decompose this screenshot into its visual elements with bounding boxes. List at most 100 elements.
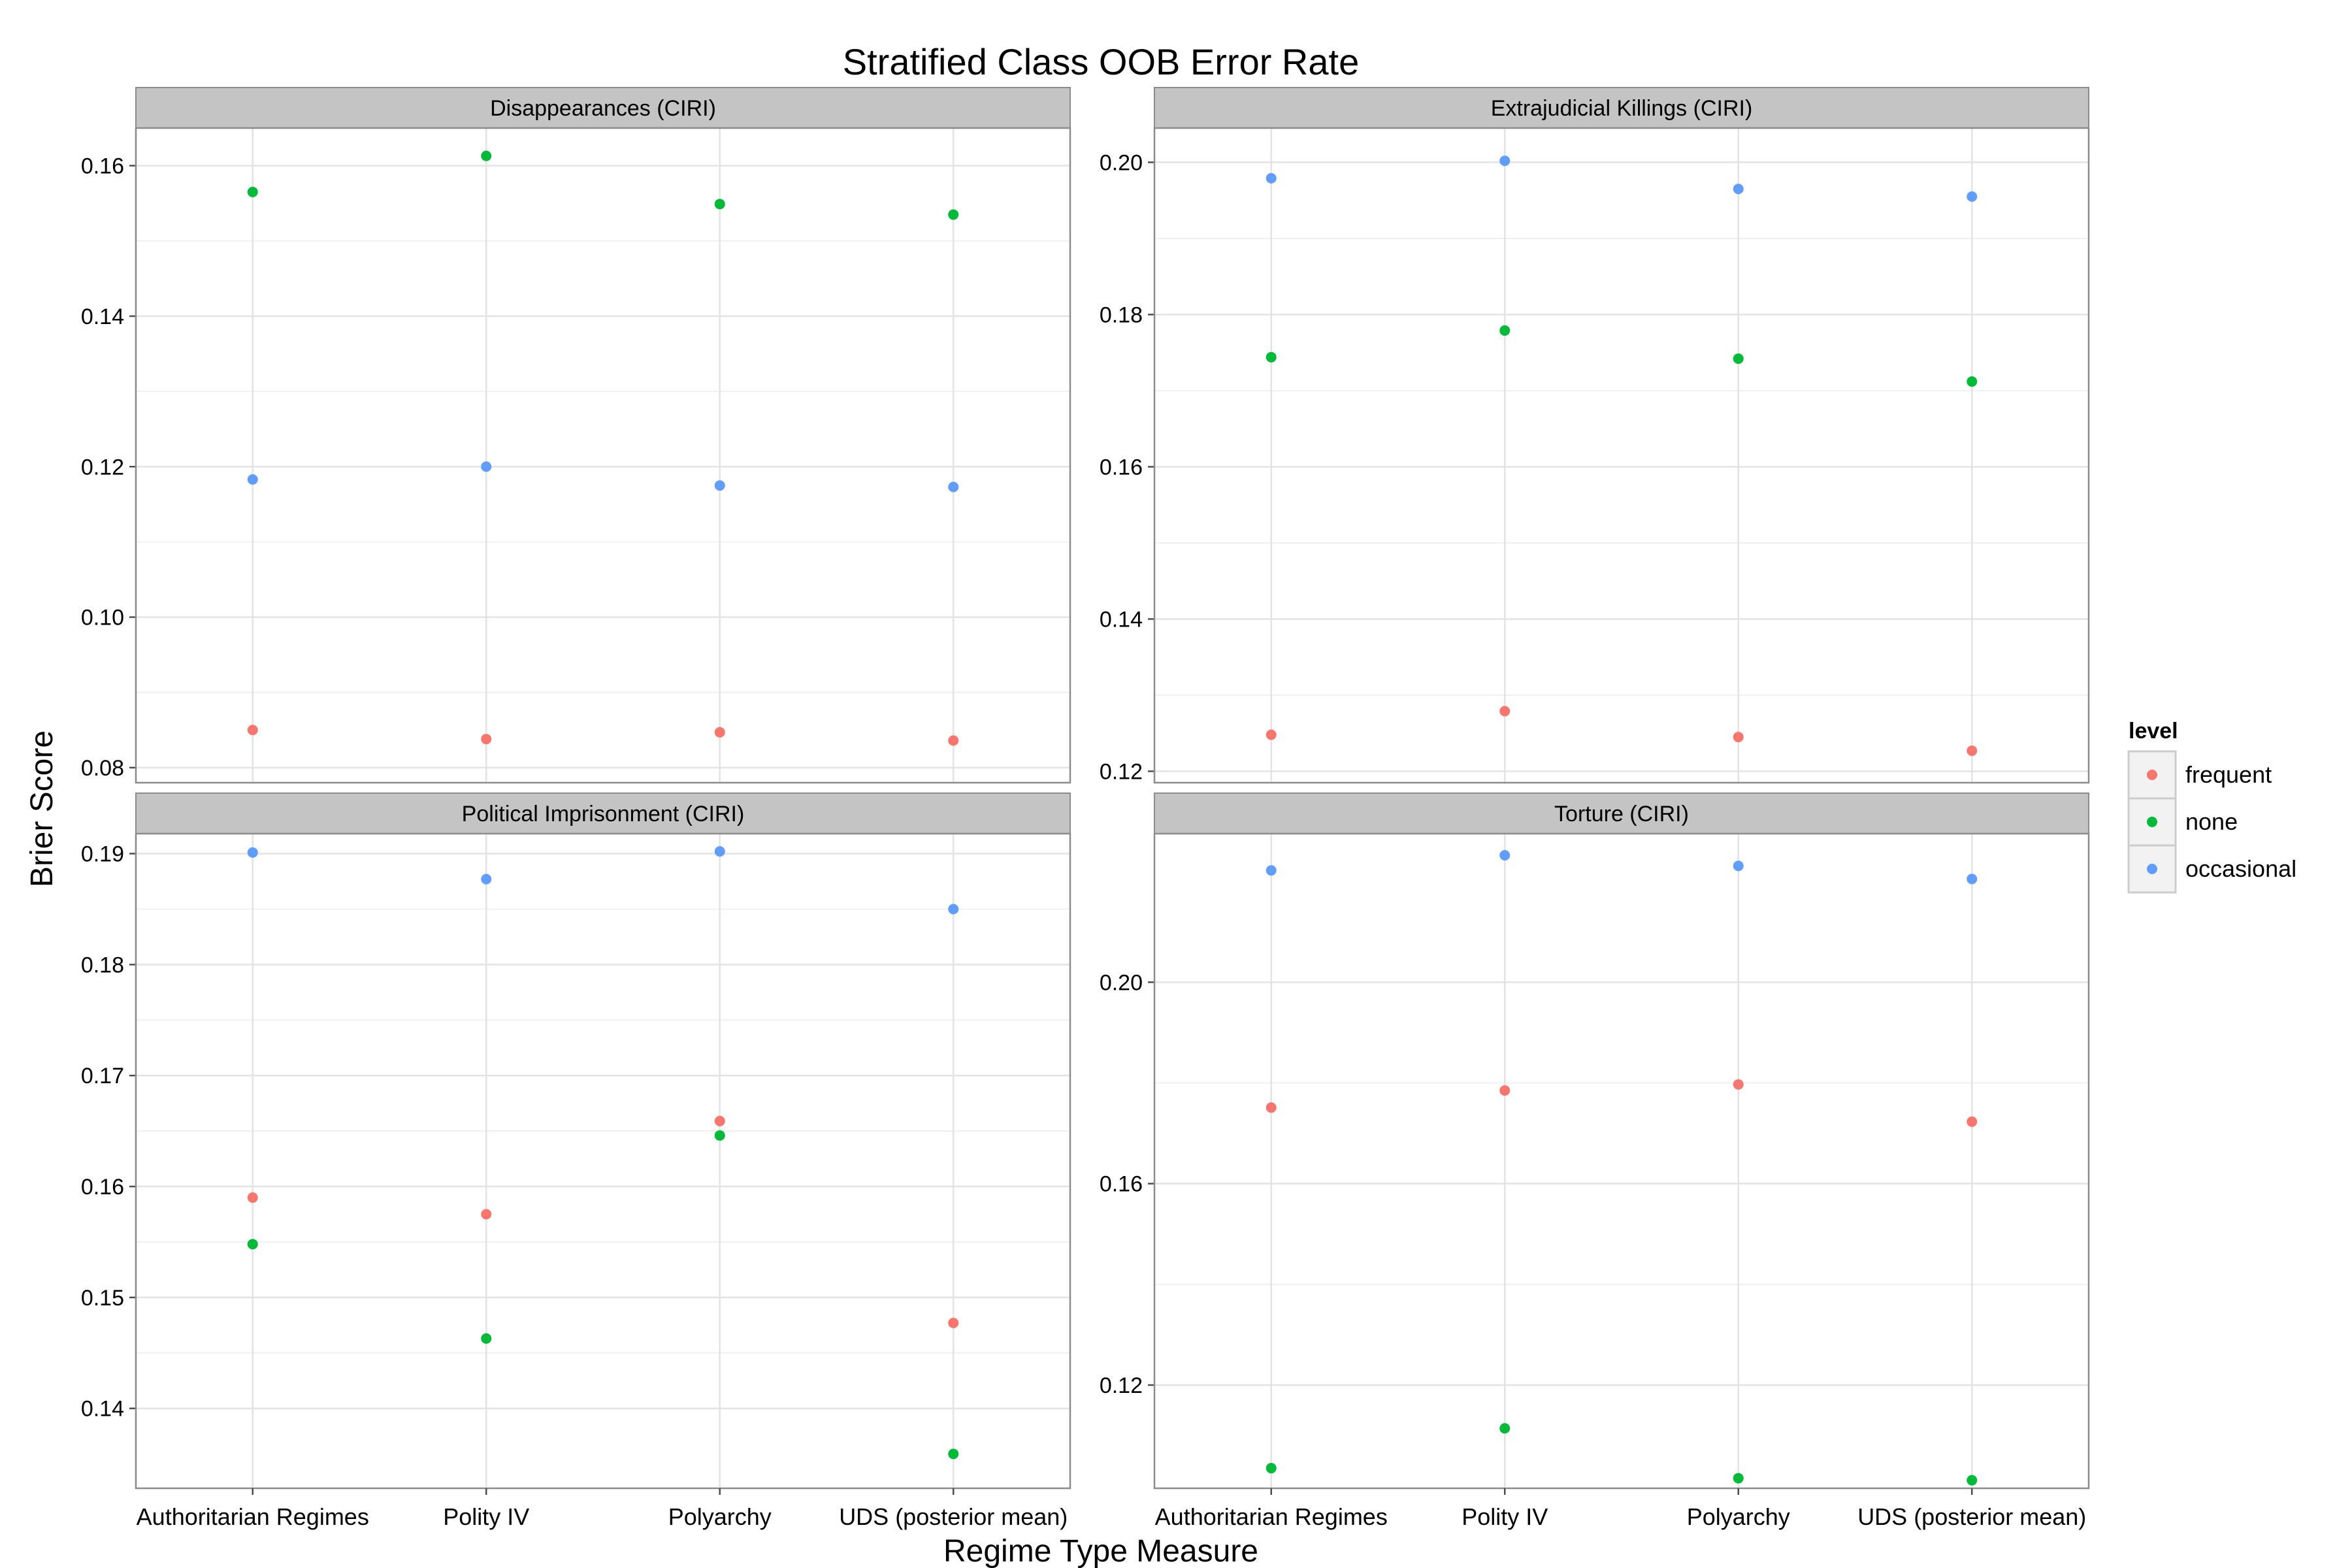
point-frequent [714,727,725,738]
point-occasional [948,482,959,493]
y-tick-label: 0.16 [1100,1172,1143,1197]
point-frequent [948,735,959,746]
y-tick-label: 0.12 [1100,1373,1143,1398]
point-none [1266,351,1277,363]
legend-key-none [2147,817,2157,827]
point-occasional [1967,874,1978,885]
x-tick-label: Polyarchy [1687,1503,1790,1530]
point-frequent [948,1317,959,1328]
x-tick-label: UDS (posterior mean) [1857,1503,2086,1530]
y-tick-label: 0.12 [1100,760,1143,785]
y-tick-label: 0.14 [81,304,124,329]
point-frequent [1266,1102,1277,1113]
point-none [481,1333,492,1344]
facet-title: Disappearances (CIRI) [490,96,716,121]
point-occasional [1967,191,1978,202]
panel-border [1153,127,2090,784]
x-tick-label: Authoritarian Regimes [1155,1503,1388,1530]
x-tick-label: Polyarchy [668,1503,772,1530]
facet-title: Political Imprisonment (CIRI) [462,802,745,826]
x-tick-label: UDS (posterior mean) [839,1503,1068,1530]
point-occasional [1266,865,1277,876]
point-frequent [1499,706,1511,717]
facet-panels: Disappearances (CIRI) 0.08 0.10 0.12 0.14 0.1… [81,87,2090,1530]
point-frequent [714,1115,725,1126]
facet-strip [135,87,1071,129]
facet-strip [1154,87,2089,129]
point-none [1733,1473,1744,1484]
y-tick-label: 0.17 [81,1064,124,1088]
facet-panel: Disappearances (CIRI) 0.08 0.10 0.12 0.14 0.1… [81,87,1071,784]
point-frequent [1266,729,1277,740]
panel-border [135,832,1071,1490]
legend-key-background-occasional [2127,844,2177,894]
point-none [948,209,959,220]
point-none [714,199,725,210]
y-tick-label: 0.12 [81,455,124,480]
point-occasional [1733,184,1744,195]
facet-strip [135,792,1071,834]
point-occasional [481,874,492,885]
y-axis-title: Brier Score [25,730,59,887]
point-occasional [714,846,725,857]
y-tick-label: 0.19 [81,842,124,867]
panel-border [135,127,1071,784]
y-tick-label: 0.10 [81,606,124,630]
plot-background [1154,128,2089,783]
facet-title: Extrajudicial Killings (CIRI) [1491,96,1753,121]
legend-key-occasional [2147,864,2157,874]
y-tick-label: 0.20 [1100,970,1143,995]
point-none [714,1130,725,1141]
point-occasional [247,847,258,858]
point-none [1499,325,1511,336]
x-tick-label: Authoritarian Regimes [137,1503,369,1530]
y-tick-label: 0.18 [1100,302,1143,327]
y-tick-label: 0.08 [81,756,124,781]
point-frequent [1499,1085,1511,1096]
point-frequent [481,1209,492,1220]
legend-key-frequent [2147,770,2157,780]
y-tick-label: 0.15 [81,1286,124,1311]
plot-background [136,834,1070,1488]
y-tick-label: 0.14 [81,1397,124,1422]
point-frequent [1967,745,1978,757]
point-none [1266,1463,1277,1474]
point-occasional [948,904,959,915]
legend-label-occasional: occasional [2185,855,2296,882]
point-occasional [1499,850,1511,861]
point-frequent [1733,732,1744,743]
point-occasional [714,480,725,491]
point-frequent [481,734,492,745]
x-axis-title: Regime Type Measure [943,1534,1258,1568]
point-occasional [1266,172,1277,184]
facet-panel: Extrajudicial Killings (CIRI) 0.12 0.14 0.1… [1100,87,2090,785]
legend-title: level [2129,719,2178,743]
point-none [247,1239,258,1250]
point-none [481,150,492,161]
facet-panel: Torture (CIRI) 0.12 0.16 0.20 Authoritarian … [1100,792,2090,1530]
legend-label-none: none [2185,808,2238,835]
y-tick-label: 0.14 [1100,608,1143,632]
facet-strip [1154,792,2089,834]
y-tick-label: 0.16 [1100,455,1143,480]
chart-title: Stratified Class OOB Error Rate [843,41,1359,82]
legend-label-frequent: frequent [2185,761,2272,788]
facet-title: Torture (CIRI) [1554,802,1689,826]
point-none [948,1448,959,1460]
point-none [247,186,258,197]
point-occasional [481,461,492,472]
x-tick-label: Polity IV [443,1503,529,1530]
point-none [1967,376,1978,387]
point-frequent [1733,1079,1744,1090]
point-frequent [247,725,258,736]
facet-panel: Political Imprisonment (CIRI) 0.14 0.15 0.1… [81,792,1071,1530]
legend: level frequent none occasional [2127,719,2296,894]
point-none [1733,353,1744,365]
panel-border [1153,832,2090,1490]
point-none [1967,1475,1978,1486]
point-occasional [1733,860,1744,872]
point-occasional [247,474,258,485]
y-tick-label: 0.18 [81,953,124,977]
point-none [1499,1423,1511,1434]
